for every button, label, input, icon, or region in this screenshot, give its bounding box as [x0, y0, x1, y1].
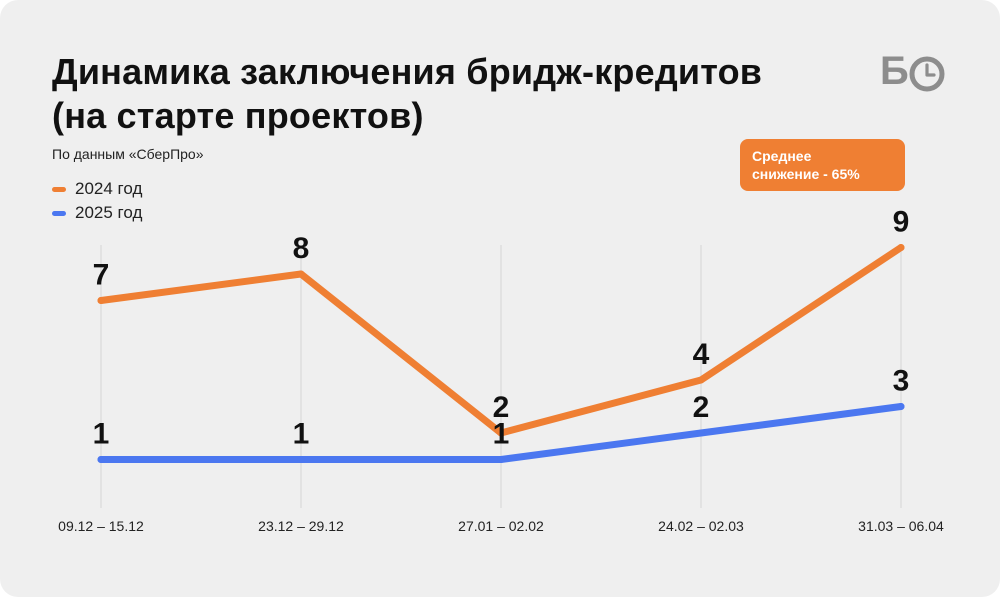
data-label-2024: 9 [893, 206, 910, 239]
data-label-2024: 8 [293, 232, 310, 265]
logo: Б [880, 49, 950, 93]
legend-item-2024: 2024 год [52, 177, 142, 201]
logo-letter: Б [880, 49, 909, 93]
data-label-2025: 1 [93, 418, 110, 451]
data-label-2024: 7 [93, 259, 110, 292]
data-point-2024 [897, 244, 905, 251]
badge-line-1: Среднее [752, 148, 812, 164]
page-title: Динамика заключения бридж-кредитов (на с… [52, 50, 852, 138]
data-point-2024 [297, 270, 305, 278]
data-label-2025: 1 [493, 418, 510, 451]
data-label-2025: 1 [293, 418, 310, 451]
data-label-2024: 2 [493, 391, 510, 424]
legend: 2024 год 2025 год [52, 177, 142, 225]
data-label-2025: 3 [893, 365, 910, 398]
data-point-2024 [497, 429, 505, 437]
data-point-2024 [97, 297, 105, 304]
data-label-2025: 2 [693, 391, 710, 424]
title-line-2: (на старте проектов) [52, 95, 424, 136]
x-tick-label: 23.12 – 29.12 [258, 518, 344, 534]
data-label-2024: 4 [693, 338, 710, 371]
source-note: По данным «СберПро» [52, 146, 204, 162]
data-point-2025 [697, 429, 705, 437]
data-point-2025 [897, 403, 905, 410]
data-point-2025 [297, 456, 305, 463]
x-tick-label: 31.03 – 06.04 [858, 518, 944, 534]
legend-label-2025: 2025 год [75, 203, 143, 222]
x-tick-label: 27.01 – 02.02 [458, 518, 544, 534]
x-tick-label: 24.02 – 02.03 [658, 518, 744, 534]
clock-icon [909, 56, 945, 92]
legend-swatch-2024 [52, 186, 66, 192]
title-line-1: Динамика заключения бридж-кредитов [52, 51, 763, 92]
x-tick-label: 09.12 – 15.12 [58, 518, 144, 534]
data-point-2024 [697, 376, 705, 384]
legend-swatch-2025 [52, 210, 66, 216]
data-point-2025 [97, 456, 105, 463]
badge-line-2: снижение - 65% [752, 166, 860, 182]
data-point-2025 [497, 456, 505, 463]
legend-label-2024: 2024 год [75, 179, 143, 198]
legend-item-2025: 2025 год [52, 201, 142, 225]
average-decline-badge: Среднее снижение - 65% [740, 139, 905, 191]
